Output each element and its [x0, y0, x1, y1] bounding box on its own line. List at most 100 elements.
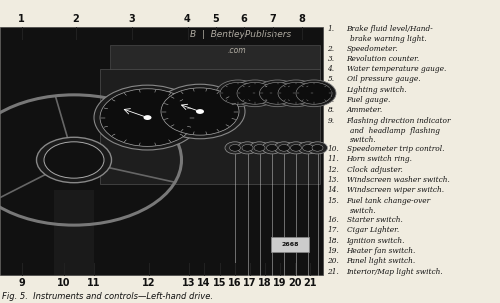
Text: 16.: 16.: [328, 216, 340, 224]
Circle shape: [220, 82, 256, 104]
Text: 11: 11: [88, 278, 101, 288]
Text: 1.: 1.: [328, 25, 334, 33]
Text: 5.: 5.: [328, 75, 334, 83]
Text: .com: .com: [228, 46, 246, 55]
Circle shape: [230, 145, 240, 151]
Text: switch.: switch.: [350, 136, 377, 144]
Text: 8: 8: [298, 14, 305, 24]
Circle shape: [250, 142, 270, 154]
Circle shape: [302, 145, 314, 151]
Text: 6: 6: [240, 14, 248, 24]
Circle shape: [286, 142, 306, 154]
Text: Fig. 5.  Instruments and controls—Left-hand drive.: Fig. 5. Instruments and controls—Left-ha…: [2, 292, 214, 301]
Text: 14: 14: [197, 278, 211, 288]
Text: Speedometer trip control.: Speedometer trip control.: [346, 145, 444, 153]
Text: 17.: 17.: [328, 226, 340, 234]
Circle shape: [256, 80, 300, 107]
Text: B  |  BentleyPublishers: B | BentleyPublishers: [190, 30, 291, 39]
Text: Cigar Lighter.: Cigar Lighter.: [346, 226, 399, 234]
Text: Starter switch.: Starter switch.: [346, 216, 403, 224]
Circle shape: [296, 82, 332, 104]
Text: 8.: 8.: [328, 106, 334, 114]
Text: Clock adjuster.: Clock adjuster.: [346, 166, 403, 174]
Circle shape: [266, 145, 278, 151]
Circle shape: [238, 142, 258, 154]
Text: 13.: 13.: [328, 176, 340, 184]
Circle shape: [36, 137, 112, 183]
Circle shape: [100, 89, 195, 146]
Text: Flashing direction indicator: Flashing direction indicator: [346, 117, 451, 125]
Text: 12.: 12.: [328, 166, 340, 174]
Text: 1: 1: [18, 14, 25, 24]
Text: 11.: 11.: [328, 155, 340, 163]
Text: 4: 4: [184, 14, 191, 24]
Text: 7: 7: [269, 14, 276, 24]
Circle shape: [237, 82, 273, 104]
Text: switch.: switch.: [350, 207, 377, 215]
Text: 17: 17: [243, 278, 257, 288]
Circle shape: [278, 145, 289, 151]
Text: 13: 13: [182, 278, 196, 288]
Text: Oil pressure gauge.: Oil pressure gauge.: [346, 75, 420, 83]
Text: Ignition switch.: Ignition switch.: [346, 237, 405, 245]
Text: 7.: 7.: [328, 96, 334, 104]
Text: 2.: 2.: [328, 45, 334, 52]
Circle shape: [274, 80, 318, 107]
Text: Brake fluid level/Hand-: Brake fluid level/Hand-: [346, 25, 434, 33]
Text: Interior/Map light switch.: Interior/Map light switch.: [346, 268, 444, 275]
Circle shape: [308, 142, 328, 154]
Circle shape: [225, 142, 245, 154]
Text: 15: 15: [213, 278, 227, 288]
Circle shape: [274, 142, 294, 154]
Circle shape: [242, 145, 253, 151]
Text: 19.: 19.: [328, 247, 340, 255]
Circle shape: [260, 82, 296, 104]
Text: Speedometer.: Speedometer.: [346, 45, 398, 52]
FancyBboxPatch shape: [110, 45, 320, 81]
FancyBboxPatch shape: [54, 190, 94, 275]
Text: Fuel gauge.: Fuel gauge.: [346, 96, 391, 104]
Text: 14.: 14.: [328, 186, 340, 194]
Text: 3.: 3.: [328, 55, 334, 63]
Text: 9: 9: [18, 278, 25, 288]
Text: Revolution counter.: Revolution counter.: [346, 55, 420, 63]
Text: 5: 5: [212, 14, 220, 24]
Text: Windscreen washer switch.: Windscreen washer switch.: [346, 176, 450, 184]
Text: Water temperature gauge.: Water temperature gauge.: [346, 65, 446, 73]
Text: 20.: 20.: [328, 257, 340, 265]
Circle shape: [155, 84, 245, 139]
Text: 3: 3: [128, 14, 135, 24]
Text: 18: 18: [258, 278, 272, 288]
FancyBboxPatch shape: [271, 237, 309, 252]
Circle shape: [298, 142, 318, 154]
Text: 19: 19: [273, 278, 287, 288]
Text: 10: 10: [57, 278, 71, 288]
Circle shape: [161, 88, 239, 135]
Text: and  headlamp  flashing: and headlamp flashing: [350, 127, 440, 135]
Circle shape: [196, 109, 204, 114]
Circle shape: [290, 145, 302, 151]
Text: 6.: 6.: [328, 86, 334, 94]
Text: 18.: 18.: [328, 237, 340, 245]
Circle shape: [216, 80, 260, 107]
Text: 4.: 4.: [328, 65, 334, 73]
Text: 2: 2: [72, 14, 80, 24]
Circle shape: [94, 85, 201, 150]
Circle shape: [292, 80, 336, 107]
Text: Lighting switch.: Lighting switch.: [346, 86, 408, 94]
Circle shape: [44, 142, 104, 178]
Text: Heater fan switch.: Heater fan switch.: [346, 247, 416, 255]
Text: 15.: 15.: [328, 197, 340, 205]
Text: 10.: 10.: [328, 145, 340, 153]
Text: 2668: 2668: [281, 242, 299, 247]
Text: 9.: 9.: [328, 117, 334, 125]
Circle shape: [254, 145, 265, 151]
Text: brake warning light.: brake warning light.: [350, 35, 427, 43]
Text: 21.: 21.: [328, 268, 340, 275]
FancyBboxPatch shape: [0, 27, 322, 275]
Text: Windscreen wiper switch.: Windscreen wiper switch.: [346, 186, 444, 194]
Text: Ammeter.: Ammeter.: [346, 106, 383, 114]
Circle shape: [233, 80, 277, 107]
Text: 21: 21: [303, 278, 317, 288]
Circle shape: [312, 145, 323, 151]
